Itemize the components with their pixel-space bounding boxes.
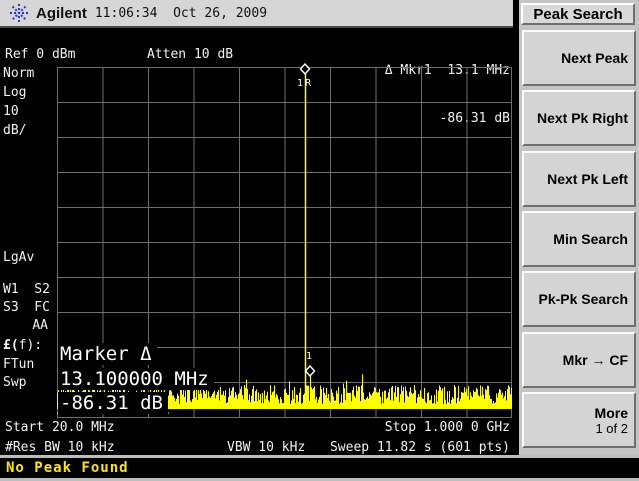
start-frequency-label: Start 20.0 MHz — [5, 420, 115, 435]
softkey-label: More — [594, 404, 628, 421]
softkey-label: Next Pk Right — [536, 110, 628, 126]
freq-tune-label: FTun — [3, 357, 35, 372]
scale-label: 10 — [3, 104, 19, 119]
softkey-next-peak[interactable]: Next Peak — [522, 30, 636, 86]
softkey-min-search[interactable]: Min Search — [522, 211, 636, 267]
scale-unit-label: dB/ — [3, 123, 27, 138]
titlebar: Agilent 11:06:34 Oct 26, 2009 — [0, 0, 513, 28]
freq-ref-label: £(f): — [3, 338, 43, 353]
status-message: No Peak Found — [6, 460, 129, 476]
brand-name: Agilent — [36, 4, 87, 22]
softkey-more[interactable]: More 1 of 2 — [522, 392, 636, 448]
sweep-label: Swp — [3, 375, 27, 390]
softkey-menu: Peak Search Next Peak Next Pk Right Next… — [519, 0, 639, 455]
marker-overlay-amplitude: -86.31 dB — [58, 392, 168, 414]
resolution-bw-label: #Res BW 10 kHz — [5, 440, 115, 455]
marker-1-diamond-icon — [304, 364, 316, 378]
marker-1r-label: 1R — [297, 78, 313, 89]
menu-title: Peak Search — [521, 3, 635, 25]
marker-readout-ampl: -86.31 dB — [439, 111, 510, 126]
log-average-label: LgAv — [3, 250, 35, 265]
attenuation-label: Atten 10 dB — [147, 47, 234, 62]
marker-readout: Δ Mkr1 13.1 MHz -86.31 dB — [385, 31, 510, 159]
stop-frequency-label: Stop 1.000 0 GHz — [384, 420, 510, 435]
softkey-pk-pk-search[interactable]: Pk-Pk Search — [522, 271, 636, 327]
display-area: Ref 0 dBm Atten 10 dB Δ Mkr1 13.1 MHz -8… — [0, 28, 513, 455]
marker-1r-diamond-icon — [299, 62, 311, 76]
marker-overlay-title: Marker Δ — [58, 343, 157, 365]
status-bar: No Peak Found — [0, 455, 639, 481]
video-bw-label: VBW 10 kHz — [227, 440, 306, 455]
softkey-mkr-to-cf[interactable]: Mkr → CF — [522, 332, 636, 388]
softkey-next-pk-right[interactable]: Next Pk Right — [522, 90, 636, 146]
datetime-display: 11:06:34 Oct 26, 2009 — [94, 5, 268, 21]
norm-label: Norm — [3, 66, 35, 81]
agilent-logo-icon — [10, 4, 28, 22]
sweep-time-label: Sweep 11.82 s (601 pts) — [329, 440, 510, 455]
marker-1-label: 1 — [306, 351, 312, 362]
trace-status-aa: AA — [32, 318, 48, 333]
marker-readout-freq: Δ Mkr1 13.1 MHz — [384, 63, 510, 78]
softkey-label: Pk-Pk Search — [538, 291, 629, 307]
trace-status-w1s2: W1 S2 — [3, 282, 50, 297]
marker-overlay-frequency: 13.100000 MHz — [58, 368, 214, 390]
log-label: Log — [3, 85, 27, 100]
softkey-label: Next Peak — [561, 50, 628, 66]
trace-status-s3fc: S3 FC — [3, 300, 50, 315]
screen-sidebar-divider — [513, 0, 519, 455]
softkey-page-indicator: 1 of 2 — [595, 420, 628, 436]
amplitude-settings-column: Norm Log 10 dB/ — [3, 66, 34, 142]
softkey-label: Min Search — [553, 231, 628, 247]
softkey-label: Mkr → CF — [562, 352, 628, 368]
ref-level-label: Ref 0 dBm — [5, 47, 76, 62]
spectrum-plot: 1R 1 — [57, 62, 512, 418]
softkey-next-pk-left[interactable]: Next Pk Left — [522, 151, 636, 207]
softkey-label: Next Pk Left — [547, 171, 628, 187]
